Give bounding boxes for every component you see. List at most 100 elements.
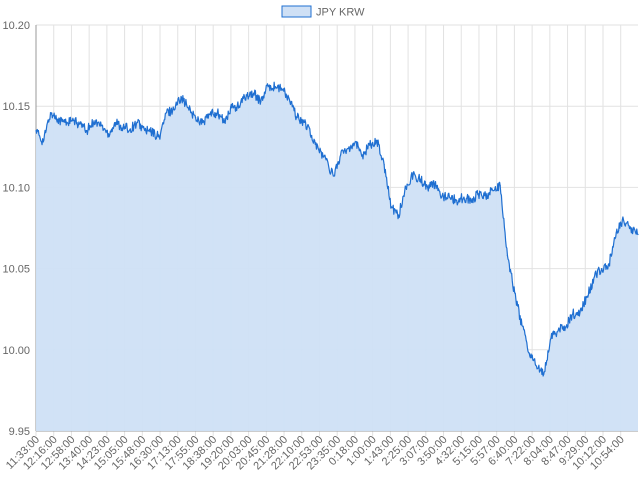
data-point[interactable] [390, 206, 392, 208]
data-point[interactable] [550, 337, 552, 340]
data-point[interactable] [405, 186, 407, 188]
data-point[interactable] [593, 276, 596, 278]
data-point[interactable] [332, 175, 334, 177]
data-point[interactable] [506, 255, 509, 257]
data-point[interactable] [187, 107, 189, 109]
data-point[interactable] [231, 107, 233, 109]
data-point[interactable] [361, 154, 363, 156]
data-point[interactable] [630, 227, 632, 229]
data-point[interactable] [158, 136, 160, 138]
data-point[interactable] [528, 352, 530, 354]
y-tick-label: 9.95 [9, 426, 30, 438]
y-tick-label: 10.00 [2, 345, 30, 357]
data-point[interactable] [35, 129, 37, 132]
data-point[interactable] [202, 121, 204, 124]
data-point[interactable] [173, 108, 175, 111]
data-point[interactable] [376, 139, 378, 141]
data-point[interactable] [57, 118, 59, 120]
data-point[interactable] [608, 263, 610, 265]
data-point[interactable] [216, 112, 218, 114]
data-point[interactable] [456, 199, 458, 201]
data-point[interactable] [122, 126, 124, 128]
data-point[interactable] [311, 134, 313, 137]
data-point[interactable] [151, 131, 153, 133]
data-point[interactable] [318, 149, 320, 151]
x-axis-tick-labels: 11:33:0012:16:0012:58:0013:40:0014:23:00… [4, 434, 627, 473]
legend-swatch[interactable] [281, 5, 312, 18]
data-point[interactable] [129, 128, 131, 130]
data-point[interactable] [340, 154, 342, 156]
data-point[interactable] [100, 125, 102, 127]
data-point[interactable] [144, 129, 146, 132]
data-point[interactable] [354, 141, 356, 143]
data-point[interactable] [282, 89, 284, 91]
data-point[interactable] [223, 121, 226, 124]
data-point[interactable] [535, 365, 538, 367]
data-point[interactable] [252, 92, 255, 94]
data-point[interactable] [622, 219, 625, 221]
data-point[interactable] [398, 214, 400, 216]
data-point[interactable] [325, 159, 327, 161]
data-point[interactable] [543, 373, 545, 375]
data-point[interactable] [64, 121, 66, 124]
data-point[interactable] [238, 105, 240, 107]
series-jpy-krw [35, 81, 639, 431]
data-point[interactable] [615, 232, 617, 234]
data-point[interactable] [557, 329, 559, 331]
data-point[interactable] [274, 86, 276, 88]
data-point[interactable] [579, 311, 581, 314]
y-tick-label: 10.15 [2, 101, 30, 113]
legend-label-jpy-krw[interactable]: JPY KRW [316, 7, 365, 19]
data-point[interactable] [485, 194, 487, 197]
data-point[interactable] [419, 178, 422, 180]
data-point[interactable] [115, 121, 117, 124]
y-axis-tick-labels: 9.95 10.00 10.05 10.10 10.15 10.20 [2, 20, 30, 438]
data-point[interactable] [412, 173, 414, 176]
data-point[interactable] [93, 120, 95, 122]
data-point[interactable] [267, 86, 269, 88]
data-point[interactable] [180, 95, 182, 98]
data-point[interactable] [107, 133, 110, 135]
data-point[interactable] [136, 121, 139, 124]
data-point[interactable] [601, 268, 603, 270]
data-point[interactable] [499, 185, 501, 187]
data-point[interactable] [521, 324, 523, 327]
y-tick-label: 10.10 [2, 182, 30, 194]
data-point[interactable] [209, 113, 211, 115]
data-point[interactable] [71, 120, 73, 122]
data-point[interactable] [369, 144, 371, 146]
data-point[interactable] [86, 129, 88, 132]
data-point[interactable] [572, 313, 574, 315]
data-point[interactable] [289, 100, 291, 102]
data-point[interactable] [470, 199, 472, 201]
data-point[interactable] [434, 183, 436, 185]
data-point[interactable] [514, 292, 516, 294]
data-point[interactable] [347, 147, 349, 150]
data-point[interactable] [383, 164, 385, 166]
data-point[interactable] [492, 190, 494, 192]
legend[interactable]: JPY KRW [281, 5, 365, 19]
data-point[interactable] [245, 94, 247, 96]
data-point[interactable] [165, 112, 168, 114]
data-point[interactable] [303, 121, 305, 124]
data-point[interactable] [194, 116, 197, 119]
y-tick-label: 10.05 [2, 264, 30, 276]
data-point[interactable] [637, 233, 639, 236]
data-point[interactable] [260, 100, 262, 102]
data-point[interactable] [586, 295, 588, 297]
data-point[interactable] [427, 186, 429, 188]
data-point[interactable] [49, 112, 52, 114]
data-point[interactable] [463, 196, 465, 198]
y-tick-label: 10.20 [2, 20, 30, 32]
data-point[interactable] [78, 123, 81, 125]
data-point[interactable] [477, 193, 480, 195]
data-point[interactable] [448, 196, 451, 198]
series-area-fill [36, 82, 638, 431]
data-point[interactable] [441, 194, 443, 197]
data-point[interactable] [564, 326, 567, 328]
series-line [35, 81, 639, 377]
data-point[interactable] [296, 116, 298, 119]
data-point[interactable] [42, 141, 44, 143]
